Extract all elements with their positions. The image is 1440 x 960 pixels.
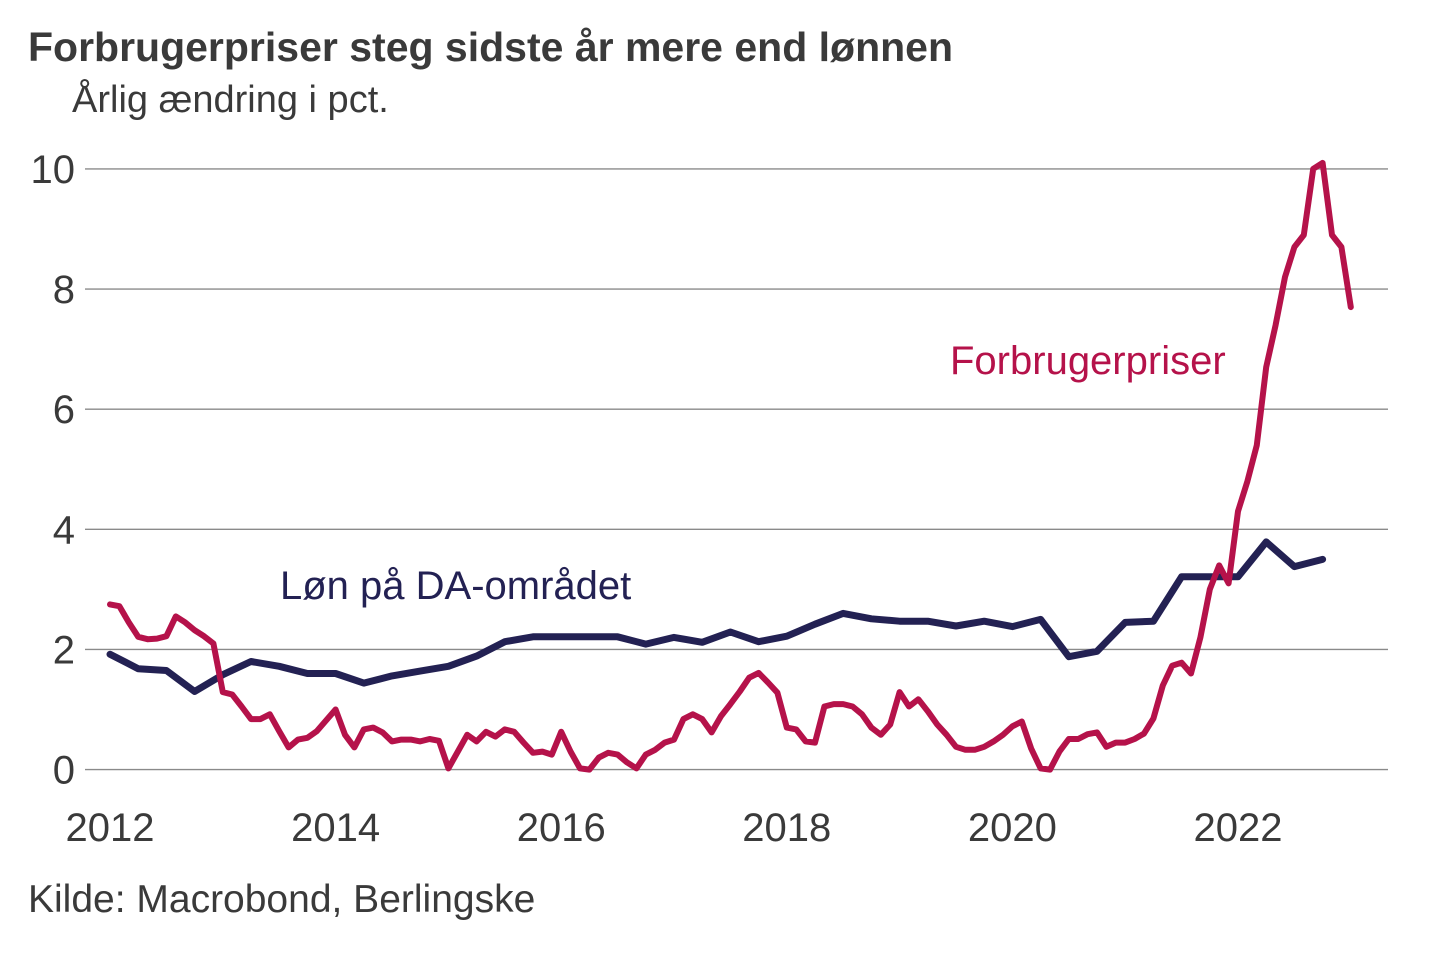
wages-series-label: Løn på DA-området	[280, 564, 631, 608]
cpi-series-label: Forbrugerpriser	[950, 339, 1226, 383]
y-tick-label: 8	[53, 268, 75, 312]
x-tick-label: 2022	[1194, 806, 1283, 850]
x-tick-label: 2012	[66, 806, 155, 850]
y-tick-label: 6	[53, 388, 75, 432]
x-tick-label: 2020	[968, 806, 1057, 850]
y-tick-label: 0	[53, 749, 75, 793]
source-note: Kilde: Macrobond, Berlingske	[28, 878, 536, 921]
y-axis-labels: 0 2 4 6 8 10	[31, 148, 76, 793]
wages-line	[106, 538, 1327, 695]
gridlines	[85, 168, 1388, 771]
y-tick-label: 10	[31, 148, 76, 192]
y-tick-label: 2	[53, 628, 75, 672]
y-tick-label: 4	[53, 508, 75, 552]
cpi-line	[107, 159, 1354, 773]
x-tick-label: 2018	[742, 806, 831, 850]
x-axis-labels: 2012 2014 2016 2018 2020 2022	[66, 806, 1283, 850]
x-tick-label: 2016	[517, 806, 606, 850]
chart-subtitle: Årlig ændring i pct.	[72, 79, 389, 121]
x-tick-label: 2014	[291, 806, 380, 850]
page-title: Forbrugerpriser steg sidste år mere end …	[28, 24, 954, 70]
